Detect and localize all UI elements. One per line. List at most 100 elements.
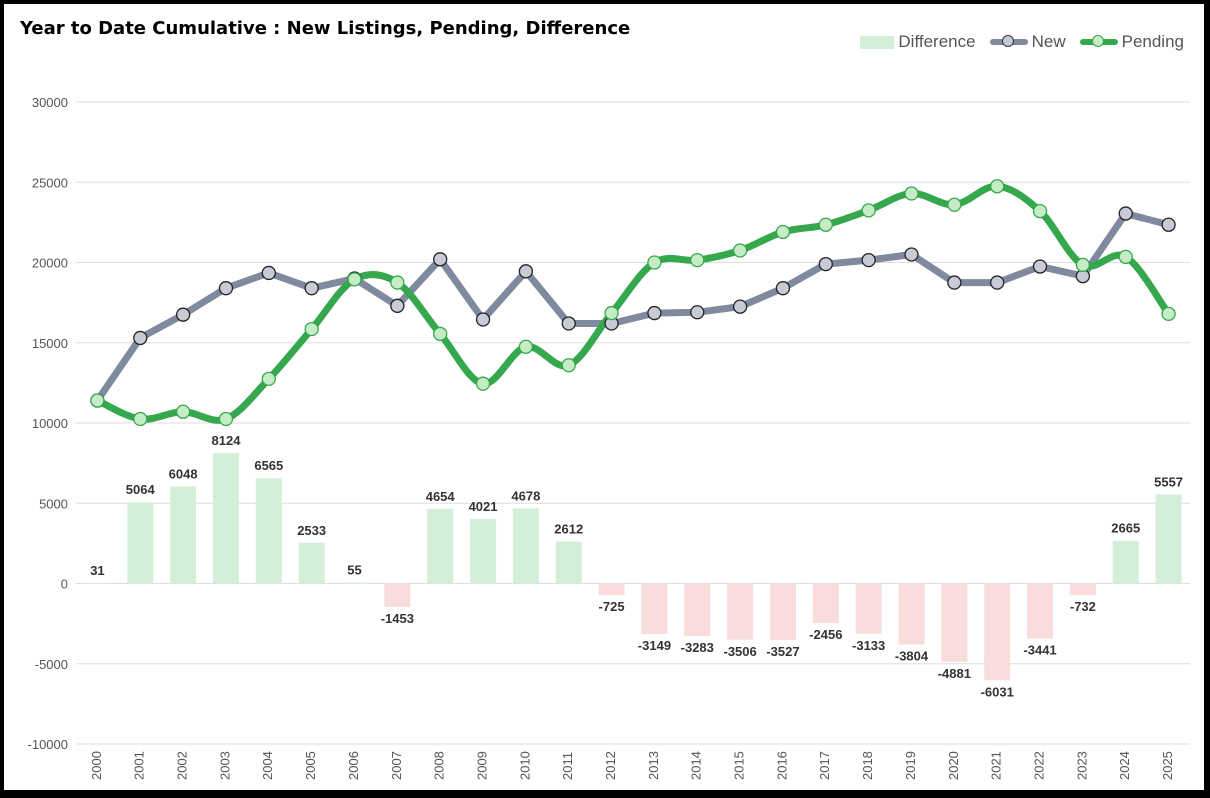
difference-data-label: -725 [599,599,625,614]
new-point[interactable] [175,307,191,322]
difference-data-label: -3149 [638,638,671,653]
pending-point[interactable] [990,179,1005,194]
new-point[interactable] [518,264,534,279]
legend-item-difference[interactable]: Difference [860,32,976,52]
pending-point[interactable] [304,321,319,337]
difference-bar [298,542,325,584]
difference-data-label: -3527 [766,644,799,659]
difference-bar [855,583,882,634]
pending-point[interactable] [861,203,876,218]
x-tick-label: 2022 [1031,751,1046,780]
pending-point[interactable] [133,411,148,427]
new-point[interactable] [775,281,791,296]
pending-point[interactable] [904,186,919,201]
new-point[interactable] [261,265,276,281]
pending-point[interactable] [1161,306,1176,322]
difference-data-label: 2612 [554,522,583,537]
new-point[interactable] [861,252,876,268]
pending-point[interactable] [818,217,833,232]
difference-bar [127,502,154,584]
new-point[interactable] [218,281,234,296]
difference-bar [727,583,754,640]
x-tick-label: 2003 [217,751,232,780]
pending-point[interactable] [690,252,705,268]
y-tick-label: 15000 [32,336,68,351]
pending-point[interactable] [175,404,191,419]
difference-bar [641,583,668,635]
pending-point[interactable] [1032,203,1048,219]
new-point[interactable] [1032,259,1048,274]
new-point[interactable] [561,316,576,331]
x-tick-label: 2001 [132,751,147,780]
difference-data-label: -2456 [809,627,842,642]
y-tick-label: 0 [61,577,68,592]
difference-bar [555,541,582,584]
legend-label-new: New [1031,32,1066,51]
pending-point[interactable] [475,376,491,391]
pending-point[interactable] [732,243,748,258]
pending-point[interactable] [947,197,962,212]
difference-bar [470,518,497,584]
difference-data-label: 4678 [511,488,540,503]
difference-data-label: 55 [347,563,361,578]
difference-bar [984,583,1011,681]
pending-point[interactable] [647,255,662,270]
x-tick-label: 2004 [260,751,275,780]
legend-item-new[interactable]: New [989,32,1066,52]
legend-label-pending: Pending [1121,32,1184,51]
new-point[interactable] [690,305,705,320]
difference-bar [598,583,625,596]
difference-data-label: -732 [1070,599,1096,614]
difference-data-label: 2533 [297,523,326,538]
x-tick-label: 2014 [689,751,704,780]
pending-point[interactable] [1118,249,1133,265]
x-tick-label: 2025 [1160,751,1175,780]
pending-point[interactable] [90,393,105,408]
new-point[interactable] [947,275,962,290]
pending-point[interactable] [261,371,276,387]
difference-bar [212,453,239,584]
difference-bar [341,582,368,584]
legend-item-pending[interactable]: Pending [1079,32,1184,52]
new-point[interactable] [818,256,833,272]
legend-swatch-difference [860,35,895,49]
difference-data-label: 2665 [1111,521,1140,536]
pending-point[interactable] [561,358,576,373]
new-point[interactable] [133,330,148,346]
pending-point[interactable] [390,275,405,290]
x-tick-label: 2019 [903,751,918,780]
y-tick-label: -5000 [35,657,68,672]
x-tick-label: 2009 [474,751,489,780]
difference-data-label: -3804 [895,649,929,664]
new-point[interactable] [433,252,448,267]
new-point[interactable] [390,298,405,313]
pending-point[interactable] [604,305,619,321]
new-point[interactable] [904,247,919,262]
difference-bar [427,508,454,584]
new-point[interactable] [475,312,491,327]
new-point[interactable] [304,281,319,296]
new-point[interactable] [990,275,1005,290]
pending-point[interactable] [518,339,534,354]
pending-point[interactable] [1075,257,1091,273]
pending-series-line [93,182,1173,424]
new-point[interactable] [732,299,748,314]
chart-title: Year to Date Cumulative : New Listings, … [20,18,631,39]
pending-point[interactable] [775,224,791,240]
y-tick-label: 20000 [32,256,68,271]
difference-bar [769,583,796,641]
difference-data-label: -3133 [852,638,885,653]
new-point[interactable] [1118,206,1133,221]
x-tick-label: 2007 [389,751,404,780]
difference-data-label: 31 [90,563,104,578]
pending-point[interactable] [433,326,448,342]
new-point[interactable] [1161,217,1176,232]
pending-point[interactable] [218,411,234,427]
x-tick-label: 2017 [817,751,832,780]
difference-data-label: -3441 [1023,643,1056,658]
x-axis-labels: 2000 2001 2002 2003 2004 2005 2006 2007 2008 2009… [89,751,1175,780]
pending-point[interactable] [347,272,362,287]
x-tick-label: 2021 [989,751,1004,780]
y-tick-label: 5000 [39,496,68,511]
new-point[interactable] [647,305,662,321]
